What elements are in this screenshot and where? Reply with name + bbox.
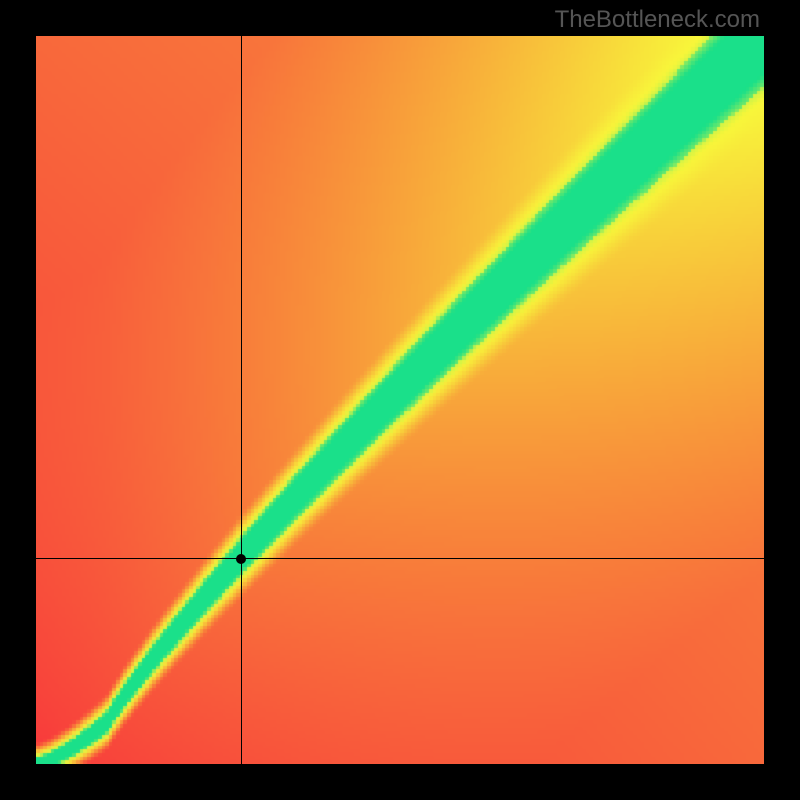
heatmap-plot [36, 36, 764, 764]
heatmap-canvas [36, 36, 764, 764]
crosshair-marker [236, 554, 246, 564]
crosshair-horizontal [36, 558, 764, 560]
crosshair-vertical [241, 36, 243, 764]
watermark-text: TheBottleneck.com [555, 6, 760, 34]
